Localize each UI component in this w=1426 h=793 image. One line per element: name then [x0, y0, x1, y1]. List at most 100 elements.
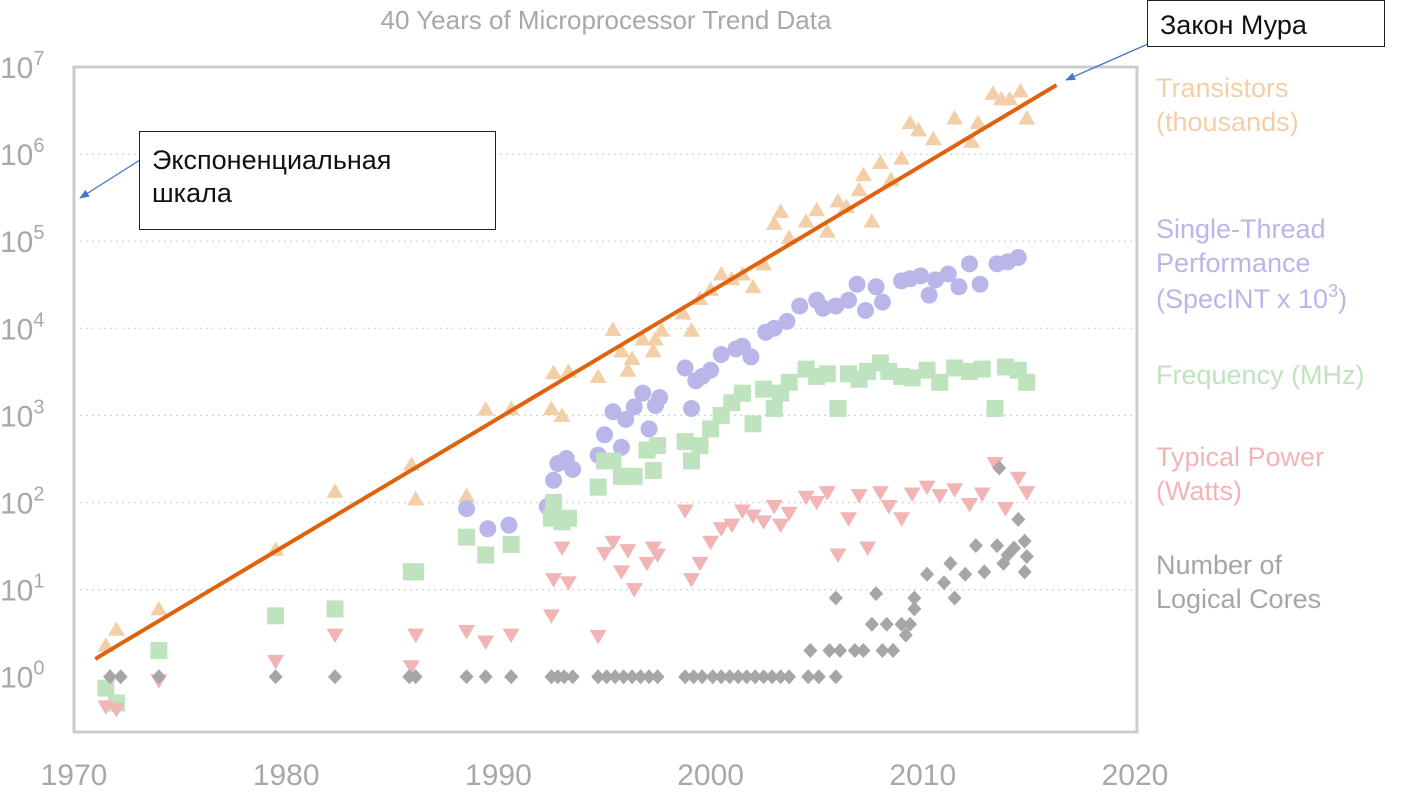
power-point	[818, 486, 836, 501]
power-point	[638, 556, 656, 572]
log-scale-label-line-2: шкала	[152, 178, 232, 208]
power-point	[903, 487, 921, 503]
power-point	[702, 535, 720, 551]
power-point	[589, 629, 607, 645]
log-scale-callout: Экспоненциальная шкала	[139, 131, 496, 230]
cores-point	[765, 669, 780, 685]
cores-point	[907, 601, 922, 617]
power-point	[960, 497, 978, 513]
moore-law-label: Закон Мура	[1160, 10, 1307, 40]
transistors-point	[963, 133, 981, 148]
cores-point	[756, 669, 771, 685]
x-tick-label: 1980	[253, 759, 320, 792]
transistors-point	[150, 600, 168, 616]
power-point	[772, 518, 790, 534]
transistors-point	[683, 322, 701, 337]
transistors-point	[755, 255, 773, 271]
transistors-point	[850, 181, 868, 197]
frequency-point	[604, 452, 622, 470]
cores-point	[869, 586, 884, 602]
cores-point	[650, 669, 665, 685]
cores-point	[773, 669, 788, 685]
cores-point	[875, 642, 890, 658]
frequency-point	[644, 462, 662, 480]
power-point	[553, 541, 571, 557]
power-point	[871, 486, 889, 501]
cores-point	[633, 669, 648, 685]
cores-point	[565, 669, 580, 685]
frequency-point	[502, 535, 520, 553]
frequency-point	[744, 415, 762, 433]
cores-point	[894, 616, 909, 632]
cores-point	[686, 669, 701, 685]
transistors-point	[924, 130, 942, 146]
power-point	[765, 499, 783, 515]
power-point	[502, 628, 520, 644]
x-axis: 1970 1980 1990 2000 2010 2020	[41, 759, 1169, 792]
log-scale-label-line-1: Экспоненциальная	[152, 145, 392, 175]
power-point	[946, 483, 964, 498]
frequency-point	[818, 365, 836, 383]
series-transistors	[97, 83, 1036, 652]
cores-point	[886, 642, 901, 658]
legend-power: (Watts)	[1156, 476, 1242, 506]
power-point	[780, 506, 798, 522]
cores-point	[625, 669, 640, 685]
cores-point	[642, 669, 657, 685]
transistors-point	[545, 364, 563, 380]
frequency-point	[946, 359, 964, 377]
cores-point	[947, 590, 962, 606]
cores-point	[992, 460, 1007, 476]
frequency-point	[326, 600, 344, 618]
transistors-point	[623, 350, 641, 366]
power-point	[997, 502, 1015, 517]
y-tick-label: 104	[0, 309, 45, 346]
frequency-point	[733, 384, 751, 402]
transistors-point	[612, 342, 630, 358]
single_thread-point	[765, 319, 783, 337]
cores-point	[678, 669, 693, 685]
power-point	[542, 609, 560, 624]
transistors-point	[477, 401, 495, 416]
legend-single_thread: Single-Thread	[1156, 214, 1326, 244]
frequency-point	[545, 494, 563, 511]
power-point	[1009, 471, 1027, 487]
frequency-point	[477, 546, 495, 564]
frequency-point	[780, 373, 798, 391]
cores-point	[937, 575, 952, 591]
single_thread-point	[927, 271, 945, 289]
single_thread-point	[939, 265, 957, 283]
cores-point	[990, 538, 1005, 554]
cores-point	[943, 555, 958, 571]
y-tick-label: 100	[0, 658, 45, 695]
power-point	[619, 544, 637, 559]
power-point	[625, 583, 643, 598]
transistors-point	[969, 114, 987, 130]
power-point	[407, 628, 425, 644]
series-single_thread	[458, 248, 1027, 538]
single_thread-point	[867, 278, 885, 296]
single_thread-point	[1009, 248, 1027, 266]
cores-point	[557, 669, 572, 685]
transistors-point	[893, 150, 911, 165]
cores-point	[1017, 533, 1032, 549]
y-tick-label: 101	[0, 571, 45, 608]
cores-point	[1017, 564, 1032, 580]
transistors-point	[910, 121, 928, 137]
legend-transistors: Transistors	[1156, 73, 1289, 103]
cores-point	[828, 669, 843, 685]
transistors-point	[542, 400, 560, 416]
power-point	[893, 512, 911, 527]
cores-point	[977, 564, 992, 580]
transistors-point	[619, 362, 637, 377]
cores-point	[459, 669, 474, 685]
power-point	[973, 487, 991, 503]
single_thread-point	[827, 297, 845, 315]
single_thread-point	[712, 346, 730, 364]
cores-point	[833, 642, 848, 658]
single_thread-point	[778, 312, 796, 330]
transistors-point	[772, 203, 790, 218]
y-tick-label: 105	[0, 222, 45, 259]
frequency-point	[589, 478, 607, 496]
single_thread-point	[458, 500, 476, 518]
